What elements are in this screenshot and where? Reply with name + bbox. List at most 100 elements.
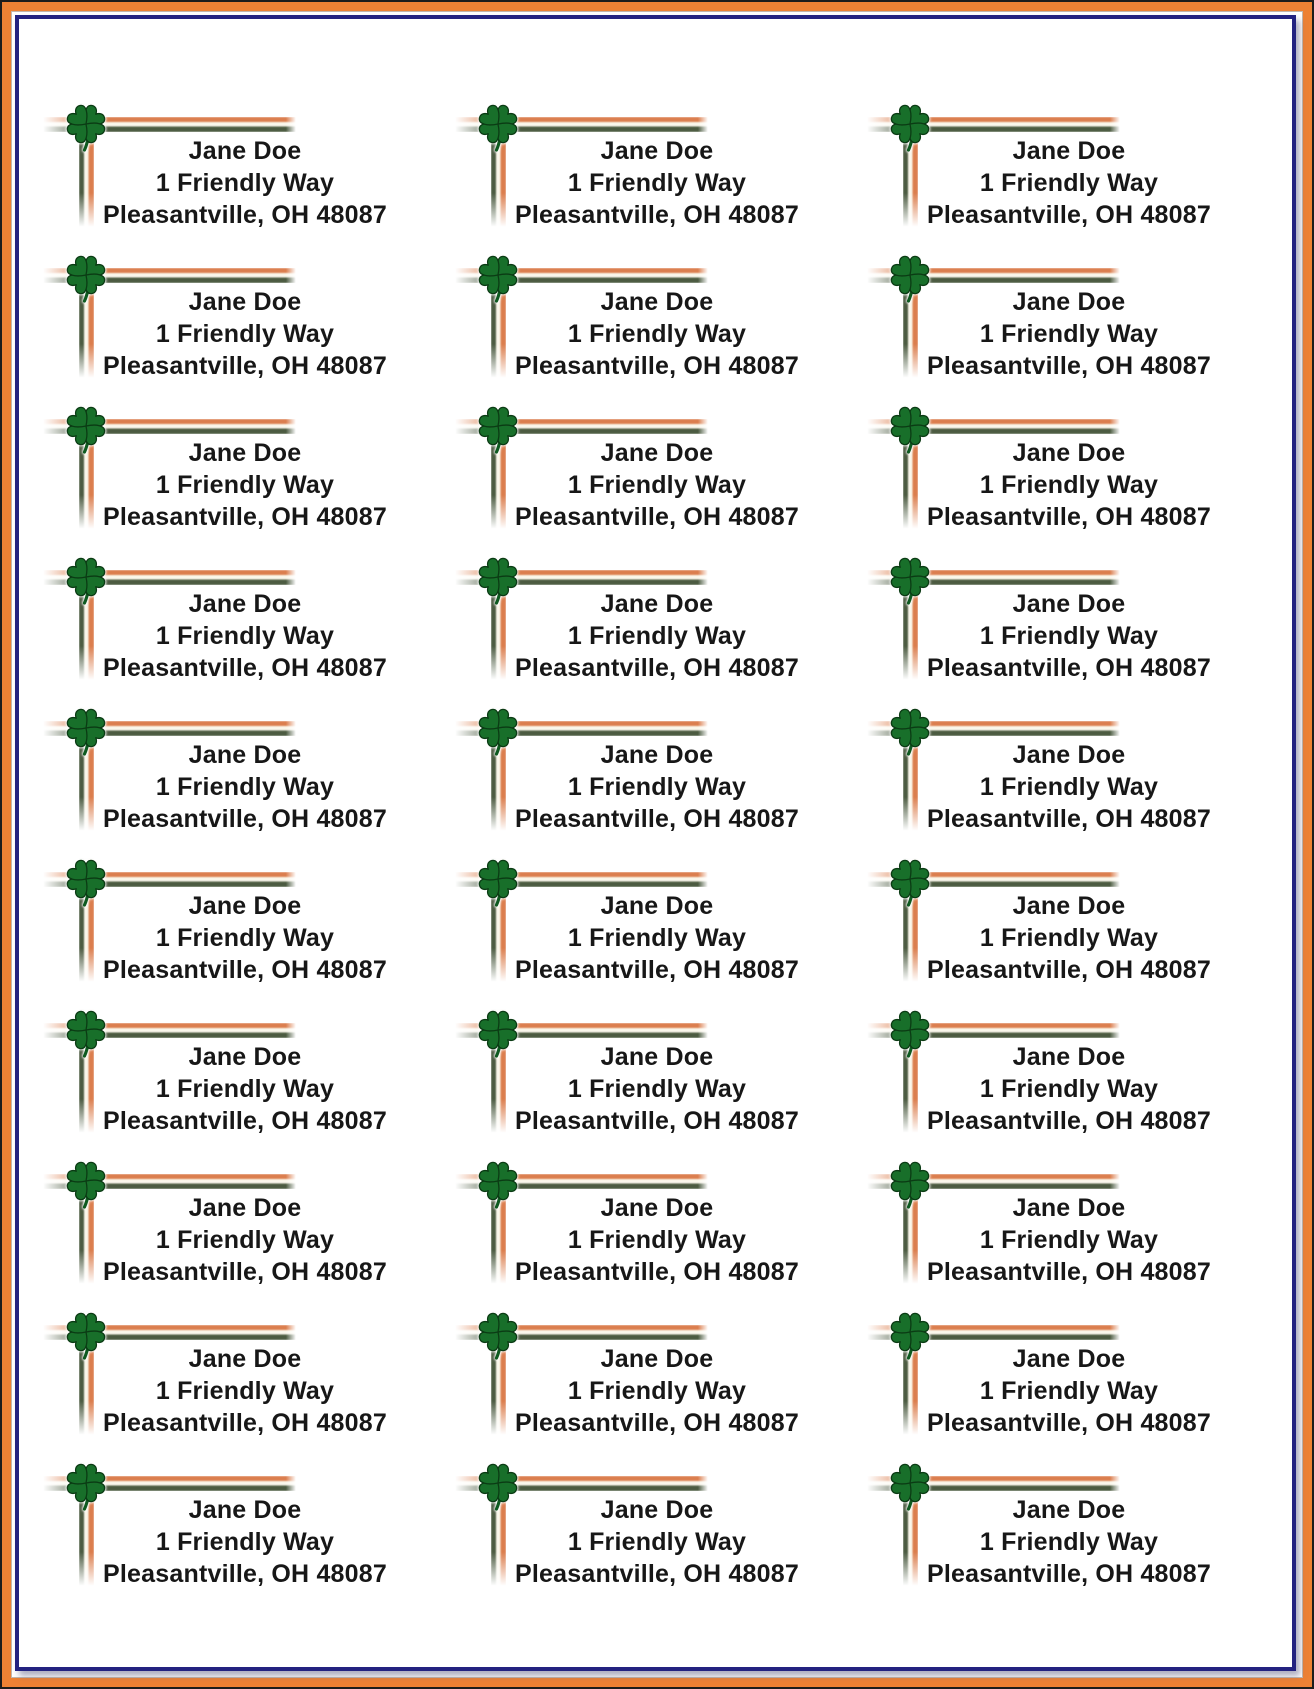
address-text: Jane Doe 1 Friendly Way Pleasantville, O… [925,135,1213,231]
address-city-state-zip: Pleasantville, OH 48087 [103,654,387,682]
address-street: 1 Friendly Way [567,924,747,952]
four-leaf-clover-icon [890,1161,930,1209]
address-text: Jane Doe 1 Friendly Way Pleasantville, O… [925,890,1213,986]
address-street: 1 Friendly Way [979,169,1159,197]
address-street: 1 Friendly Way [567,622,747,650]
address-street: 1 Friendly Way [979,1528,1159,1556]
address-city-state-zip: Pleasantville, OH 48087 [103,503,387,531]
address-label: Jane Doe 1 Friendly Way Pleasantville, O… [21,1301,433,1452]
ribbon-horizontal [867,1476,1120,1491]
address-street: 1 Friendly Way [155,320,335,348]
four-leaf-clover-icon [66,557,106,605]
ribbon-horizontal [43,872,296,887]
address-name: Jane Doe [600,741,714,769]
address-city-state-zip: Pleasantville, OH 48087 [103,1560,387,1588]
address-street: 1 Friendly Way [155,169,335,197]
address-street: 1 Friendly Way [155,924,335,952]
address-name: Jane Doe [1012,741,1126,769]
address-label: Jane Doe 1 Friendly Way Pleasantville, O… [21,1150,433,1301]
ribbon-horizontal [43,1476,296,1491]
four-leaf-clover-icon [890,1312,930,1360]
address-text: Jane Doe 1 Friendly Way Pleasantville, O… [513,286,801,382]
address-name: Jane Doe [188,439,302,467]
address-label: Jane Doe 1 Friendly Way Pleasantville, O… [433,546,845,697]
address-city-state-zip: Pleasantville, OH 48087 [515,1258,799,1286]
address-text: Jane Doe 1 Friendly Way Pleasantville, O… [513,135,801,231]
address-name: Jane Doe [600,288,714,316]
address-city-state-zip: Pleasantville, OH 48087 [927,352,1211,380]
address-label: Jane Doe 1 Friendly Way Pleasantville, O… [845,1150,1257,1301]
address-street: 1 Friendly Way [979,924,1159,952]
address-label: Jane Doe 1 Friendly Way Pleasantville, O… [21,999,433,1150]
ribbon-horizontal [43,268,296,283]
address-city-state-zip: Pleasantville, OH 48087 [927,1560,1211,1588]
address-city-state-zip: Pleasantville, OH 48087 [927,503,1211,531]
address-label: Jane Doe 1 Friendly Way Pleasantville, O… [845,1301,1257,1452]
address-label: Jane Doe 1 Friendly Way Pleasantville, O… [845,848,1257,999]
address-name: Jane Doe [188,137,302,165]
inner-navy-border: Jane Doe 1 Friendly Way Pleasantville, O… [15,15,1296,1671]
ribbon-horizontal [455,1325,708,1340]
address-name: Jane Doe [600,1496,714,1524]
address-name: Jane Doe [1012,288,1126,316]
address-text: Jane Doe 1 Friendly Way Pleasantville, O… [513,1343,801,1439]
address-text: Jane Doe 1 Friendly Way Pleasantville, O… [101,588,389,684]
address-city-state-zip: Pleasantville, OH 48087 [103,352,387,380]
address-street: 1 Friendly Way [567,169,747,197]
address-label: Jane Doe 1 Friendly Way Pleasantville, O… [433,848,845,999]
address-city-state-zip: Pleasantville, OH 48087 [515,1409,799,1437]
address-name: Jane Doe [188,590,302,618]
four-leaf-clover-icon [890,406,930,454]
address-street: 1 Friendly Way [155,1226,335,1254]
address-street: 1 Friendly Way [567,773,747,801]
ribbon-horizontal [867,1174,1120,1189]
address-name: Jane Doe [600,1194,714,1222]
address-label: Jane Doe 1 Friendly Way Pleasantville, O… [21,697,433,848]
four-leaf-clover-icon [66,104,106,152]
address-name: Jane Doe [1012,590,1126,618]
address-city-state-zip: Pleasantville, OH 48087 [103,956,387,984]
address-name: Jane Doe [188,741,302,769]
address-name: Jane Doe [600,1043,714,1071]
four-leaf-clover-icon [890,859,930,907]
ribbon-horizontal [43,419,296,434]
address-name: Jane Doe [1012,1194,1126,1222]
four-leaf-clover-icon [66,1312,106,1360]
address-label: Jane Doe 1 Friendly Way Pleasantville, O… [21,1452,433,1603]
address-city-state-zip: Pleasantville, OH 48087 [103,1409,387,1437]
address-text: Jane Doe 1 Friendly Way Pleasantville, O… [513,588,801,684]
address-street: 1 Friendly Way [567,1075,747,1103]
address-street: 1 Friendly Way [979,1075,1159,1103]
address-street: 1 Friendly Way [979,471,1159,499]
address-name: Jane Doe [1012,1496,1126,1524]
ribbon-horizontal [867,419,1120,434]
address-text: Jane Doe 1 Friendly Way Pleasantville, O… [925,1343,1213,1439]
address-city-state-zip: Pleasantville, OH 48087 [927,654,1211,682]
four-leaf-clover-icon [890,1010,930,1058]
four-leaf-clover-icon [66,1010,106,1058]
address-name: Jane Doe [600,590,714,618]
four-leaf-clover-icon [66,1161,106,1209]
address-text: Jane Doe 1 Friendly Way Pleasantville, O… [101,1192,389,1288]
labels-grid: Jane Doe 1 Friendly Way Pleasantville, O… [19,19,1292,1667]
ribbon-horizontal [43,117,296,132]
address-city-state-zip: Pleasantville, OH 48087 [515,956,799,984]
address-label: Jane Doe 1 Friendly Way Pleasantville, O… [433,1301,845,1452]
address-name: Jane Doe [600,892,714,920]
address-city-state-zip: Pleasantville, OH 48087 [515,1107,799,1135]
address-name: Jane Doe [188,1345,302,1373]
four-leaf-clover-icon [890,255,930,303]
address-text: Jane Doe 1 Friendly Way Pleasantville, O… [925,1041,1213,1137]
address-label: Jane Doe 1 Friendly Way Pleasantville, O… [433,1452,845,1603]
address-label: Jane Doe 1 Friendly Way Pleasantville, O… [433,1150,845,1301]
four-leaf-clover-icon [890,557,930,605]
ribbon-horizontal [43,1325,296,1340]
address-name: Jane Doe [188,1496,302,1524]
address-street: 1 Friendly Way [567,1377,747,1405]
address-city-state-zip: Pleasantville, OH 48087 [515,503,799,531]
address-street: 1 Friendly Way [155,622,335,650]
address-city-state-zip: Pleasantville, OH 48087 [103,201,387,229]
four-leaf-clover-icon [66,255,106,303]
address-city-state-zip: Pleasantville, OH 48087 [515,352,799,380]
